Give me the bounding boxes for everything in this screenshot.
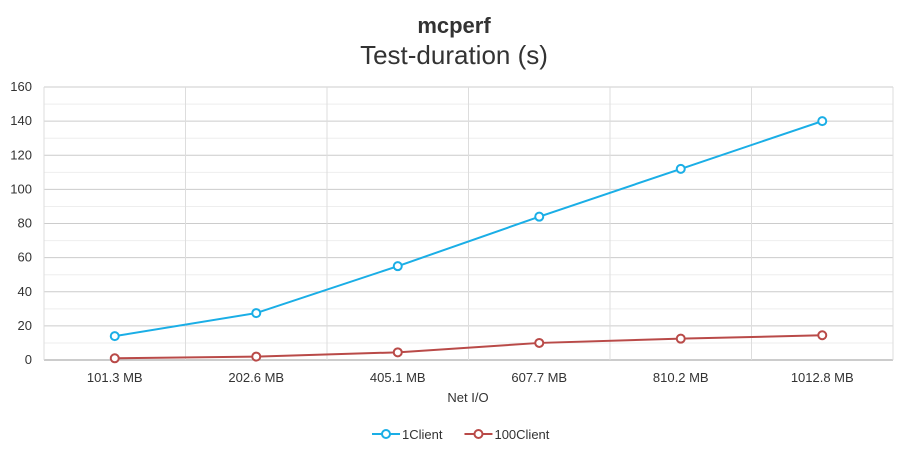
data-point xyxy=(109,331,120,342)
data-point xyxy=(392,347,403,358)
data-point xyxy=(817,330,828,341)
data-point xyxy=(534,337,545,348)
y-tick-label: 100 xyxy=(10,181,32,196)
x-tick-label: 1012.8 MB xyxy=(791,370,854,385)
y-tick-label: 80 xyxy=(18,216,32,231)
y-axis: 0 20 40 60 80 100 120 140 160 xyxy=(10,79,32,367)
y-tick-label: 140 xyxy=(10,113,32,128)
series-layer xyxy=(109,116,828,364)
y-tick-label: 20 xyxy=(18,318,32,333)
legend-marker xyxy=(381,429,391,439)
chart-subtitle: Test-duration (s) xyxy=(360,40,548,70)
legend-item-label: 100Client xyxy=(494,427,549,442)
data-point xyxy=(251,308,262,319)
data-point xyxy=(675,163,686,174)
x-tick-label: 101.3 MB xyxy=(87,370,143,385)
series-line-100Client xyxy=(114,334,823,360)
x-tick-label: 607.7 MB xyxy=(511,370,567,385)
series-line-1Client xyxy=(114,120,823,338)
legend-item-label: 1Client xyxy=(402,427,443,442)
data-point xyxy=(817,116,828,127)
y-tick-label: 60 xyxy=(18,250,32,265)
data-point xyxy=(251,351,262,362)
y-tick-label: 160 xyxy=(10,79,32,94)
data-point xyxy=(109,353,120,364)
x-axis: 101.3 MB 202.6 MB 405.1 MB 607.7 MB 810.2 MB… xyxy=(87,370,854,385)
legend-marker xyxy=(473,429,484,439)
legend: 1Client 100Client xyxy=(372,427,550,442)
y-tick-label: 0 xyxy=(25,352,32,367)
x-tick-label: 810.2 MB xyxy=(653,370,709,385)
grid xyxy=(43,86,894,361)
x-tick-label: 202.6 MB xyxy=(228,370,284,385)
y-tick-label: 120 xyxy=(10,147,32,162)
x-axis-label: Net I/O xyxy=(447,390,488,405)
data-point xyxy=(675,333,686,344)
y-tick-label: 40 xyxy=(18,284,32,299)
chart-title: mcperf xyxy=(417,13,491,38)
data-point xyxy=(534,211,545,222)
x-tick-label: 405.1 MB xyxy=(370,370,426,385)
data-point xyxy=(392,261,403,272)
